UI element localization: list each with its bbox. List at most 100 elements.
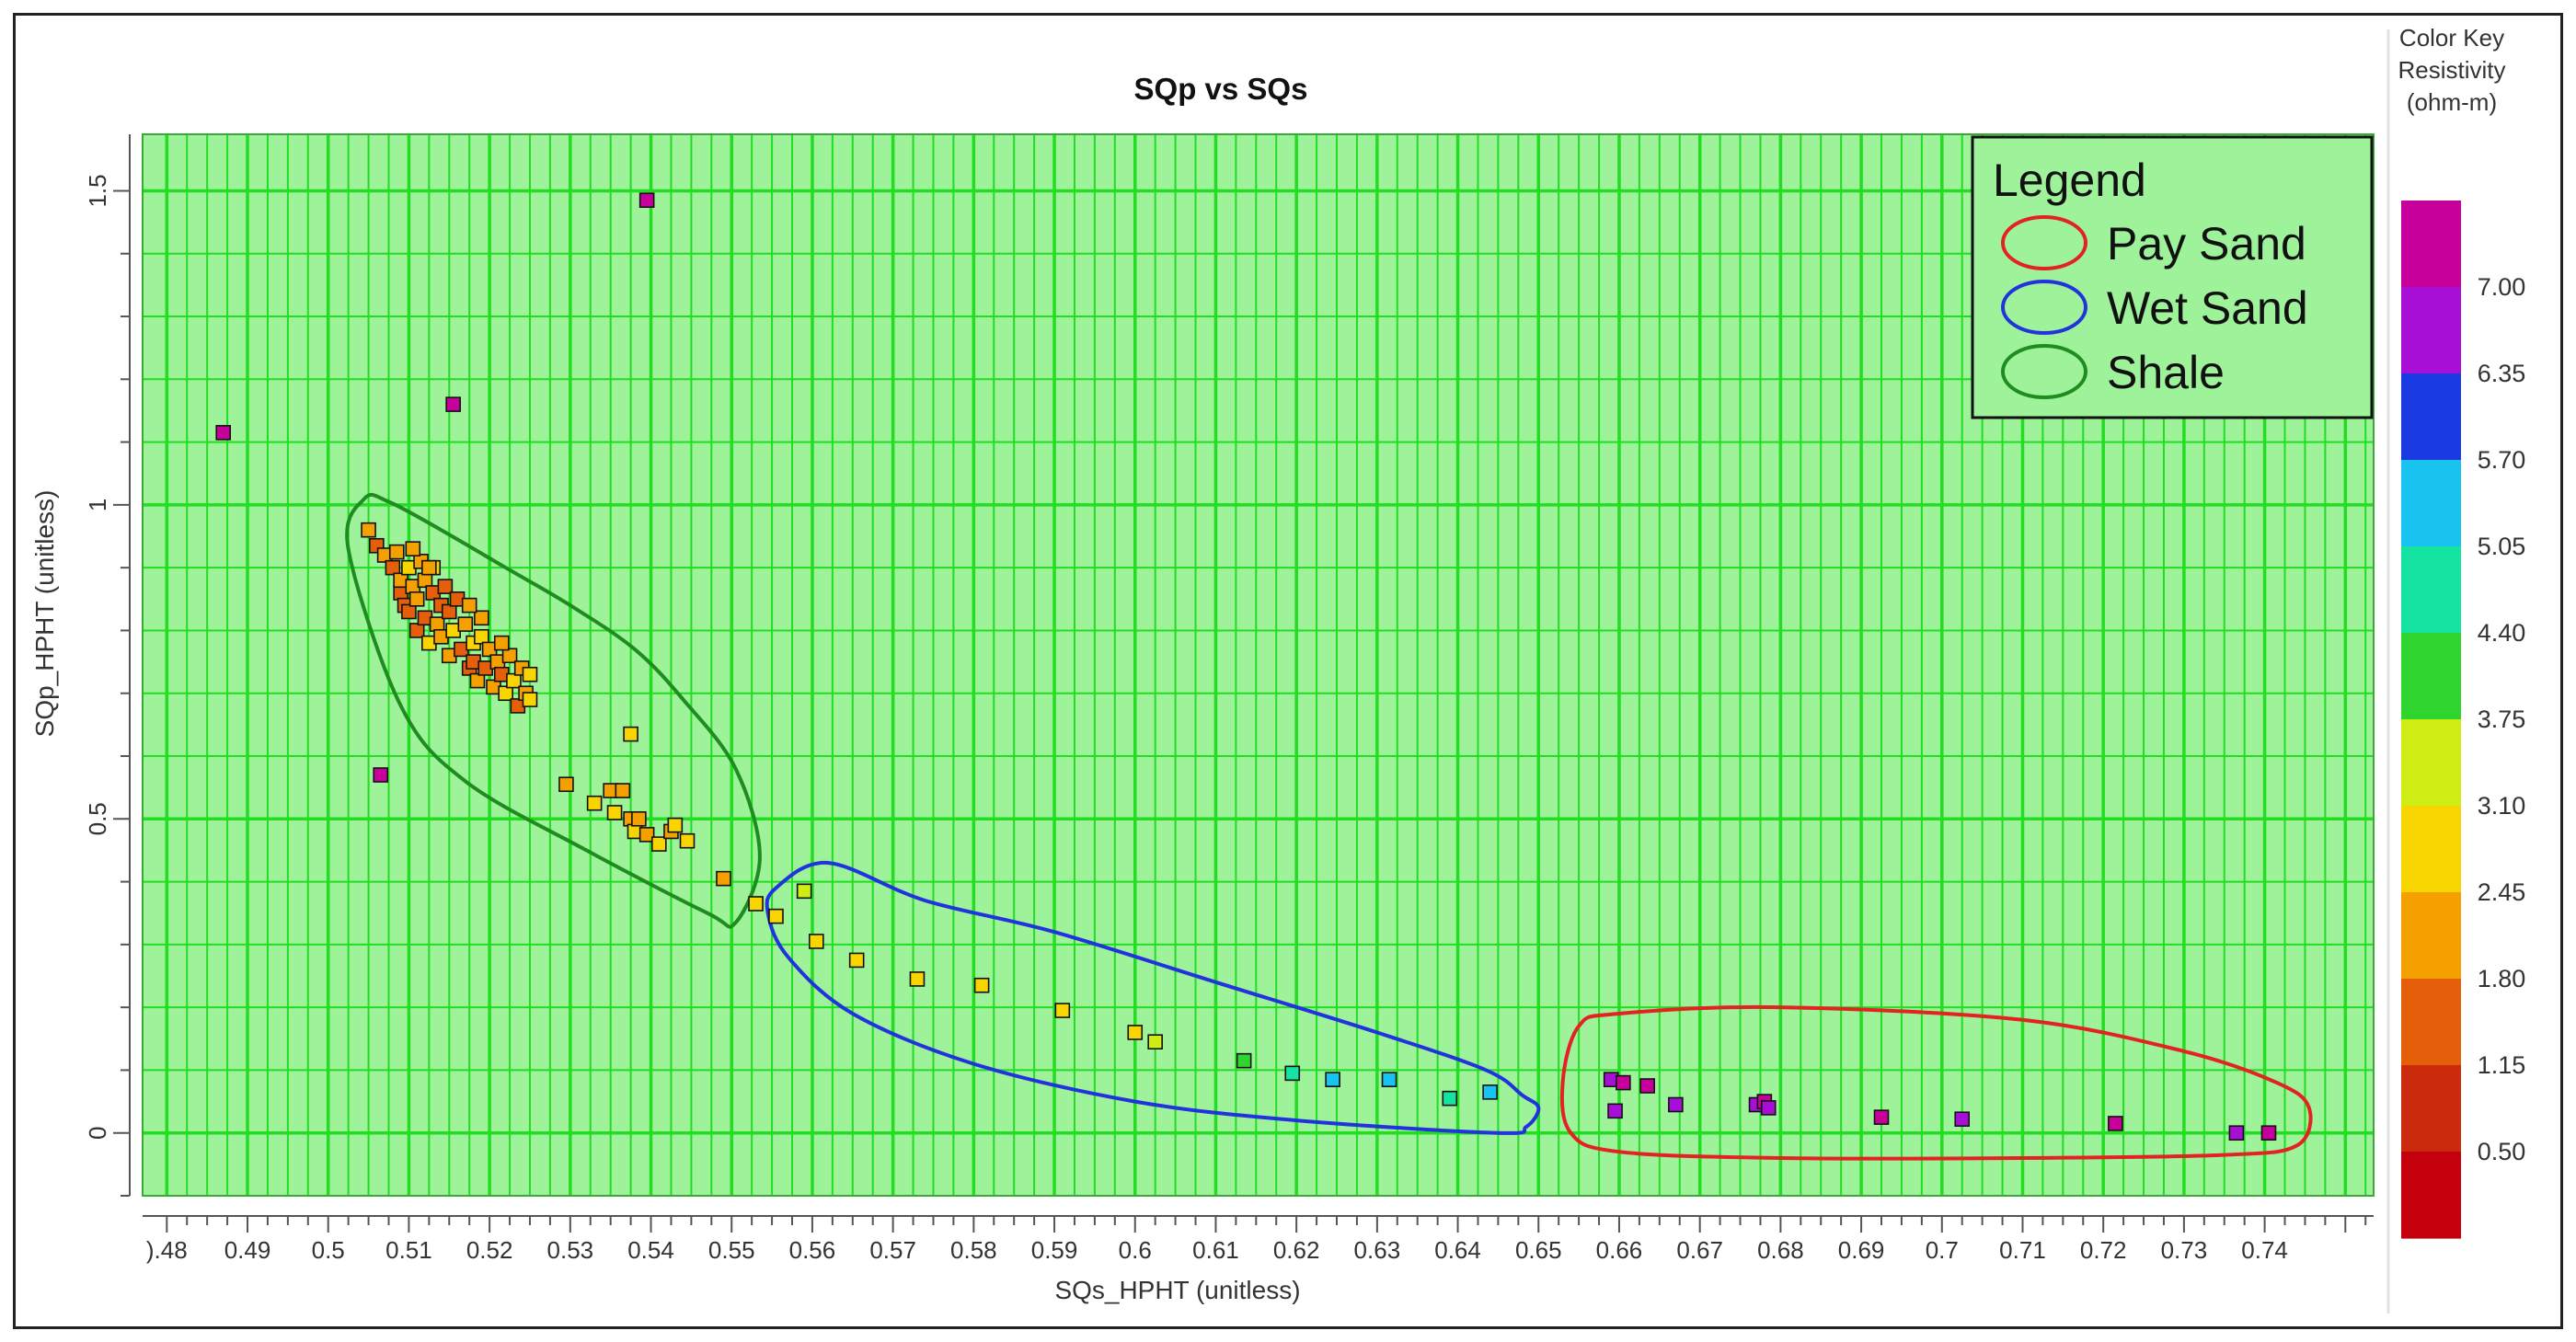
data-point bbox=[429, 616, 445, 632]
y-tick-label: 0 bbox=[84, 1126, 111, 1139]
data-point bbox=[385, 559, 401, 576]
color-key-swatch bbox=[2401, 1065, 2461, 1153]
color-key-labels: 7.00 6.35 5.70 5.05 4.40 3.75 3.10 2.45 1.80 1.15… bbox=[2478, 273, 2526, 1165]
x-tick-label: 0.68 bbox=[1757, 1236, 1804, 1264]
data-point bbox=[1054, 1003, 1071, 1018]
legend-wet-sand-label: Wet Sand bbox=[2107, 282, 2308, 334]
data-point bbox=[215, 425, 232, 441]
data-point bbox=[461, 597, 477, 614]
color-key-swatch bbox=[2401, 892, 2461, 980]
classification-regions bbox=[345, 492, 2313, 1161]
data-point bbox=[1607, 1103, 1623, 1119]
data-point bbox=[1442, 1090, 1458, 1107]
data-point bbox=[1760, 1100, 1777, 1116]
color-key-swatches bbox=[2401, 201, 2461, 1239]
data-point bbox=[401, 603, 417, 620]
legend-box bbox=[1971, 135, 2374, 419]
data-point bbox=[2260, 1125, 2277, 1141]
x-tick-label: 0.6 bbox=[1119, 1236, 1152, 1264]
x-tick-label: 0.59 bbox=[1031, 1236, 1078, 1264]
data-point bbox=[631, 810, 647, 827]
color-key-label: 0.50 bbox=[2478, 1138, 2526, 1165]
data-point bbox=[716, 870, 731, 887]
color-key-label: 1.15 bbox=[2478, 1051, 2526, 1079]
data-point bbox=[506, 672, 522, 689]
data-point bbox=[748, 896, 764, 912]
data-point bbox=[638, 827, 655, 843]
data-point bbox=[1616, 1074, 1631, 1091]
y-tick-label: 0.5 bbox=[84, 802, 111, 835]
color-key-label: 5.05 bbox=[2478, 533, 2526, 560]
color-key-swatch bbox=[2401, 546, 2461, 634]
data-point bbox=[373, 767, 389, 783]
x-axis-label: SQs_HPHT (unitless) bbox=[1054, 1276, 1300, 1304]
data-point bbox=[437, 579, 454, 594]
color-key-label: 3.75 bbox=[2478, 705, 2526, 733]
color-key-label: 1.80 bbox=[2478, 965, 2526, 992]
x-tick-label: 0.7 bbox=[1926, 1236, 1959, 1264]
color-key-label: 7.00 bbox=[2478, 273, 2526, 301]
data-point bbox=[667, 817, 684, 833]
color-key-label: 4.40 bbox=[2478, 619, 2526, 647]
y-axis-label: SQp_HPHT (unitless) bbox=[30, 490, 59, 738]
data-point bbox=[388, 544, 405, 560]
region-shale bbox=[345, 492, 762, 929]
data-point bbox=[2228, 1125, 2245, 1141]
color-key-title-3: (ohm-m) bbox=[2407, 88, 2497, 116]
data-point bbox=[1127, 1025, 1144, 1040]
x-tick-label: 0.51 bbox=[385, 1236, 432, 1264]
color-key-swatch bbox=[2401, 1152, 2461, 1239]
x-tick-label: 0.69 bbox=[1838, 1236, 1885, 1264]
x-tick-label: 0.54 bbox=[627, 1236, 674, 1264]
x-tick-label: 0.56 bbox=[789, 1236, 836, 1264]
x-tick-label: 0.64 bbox=[1434, 1236, 1481, 1264]
data-point bbox=[405, 541, 421, 556]
data-point bbox=[421, 559, 437, 576]
x-tick-label: 0.63 bbox=[1354, 1236, 1401, 1264]
data-point bbox=[469, 672, 486, 689]
color-key-swatch bbox=[2401, 979, 2461, 1066]
data-point bbox=[1954, 1111, 1971, 1127]
region-wet-sand bbox=[765, 861, 1541, 1135]
data-point bbox=[417, 572, 433, 589]
x-tick-label: 0.72 bbox=[2080, 1236, 2127, 1264]
data-point bbox=[408, 591, 425, 607]
color-key-swatch bbox=[2401, 806, 2461, 893]
data-point bbox=[1284, 1065, 1301, 1082]
color-key-label: 2.45 bbox=[2478, 878, 2526, 906]
y-tick-label: 1 bbox=[84, 499, 111, 511]
x-tick-label: 0.67 bbox=[1676, 1236, 1723, 1264]
color-key: Color Key Resistivity (ohm-m) 7.00 6.35 5.… bbox=[2386, 24, 2526, 1313]
x-tick-label: 0.49 bbox=[224, 1236, 271, 1264]
data-point bbox=[441, 603, 457, 620]
x-tick-label: 0.74 bbox=[2241, 1236, 2288, 1264]
x-tick-label: 0.58 bbox=[950, 1236, 997, 1264]
color-key-swatch bbox=[2401, 201, 2461, 288]
data-point bbox=[445, 396, 461, 412]
x-tick-label: 0.71 bbox=[1999, 1236, 2046, 1264]
color-key-swatch bbox=[2401, 373, 2461, 461]
data-point bbox=[1482, 1084, 1498, 1100]
color-key-label: 3.10 bbox=[2478, 792, 2526, 820]
data-point bbox=[768, 908, 784, 924]
data-point bbox=[1668, 1096, 1684, 1113]
data-point bbox=[638, 192, 655, 208]
legend: Legend Pay Sand Wet Sand Shale bbox=[1971, 135, 2374, 419]
x-tick-label: 0.57 bbox=[869, 1236, 916, 1264]
data-point bbox=[501, 648, 518, 664]
legend-wet-sand-swatch bbox=[2001, 280, 2087, 335]
data-point bbox=[1639, 1078, 1655, 1094]
data-point bbox=[1381, 1072, 1397, 1087]
data-point bbox=[1325, 1072, 1340, 1087]
data-point bbox=[623, 726, 638, 742]
data-point bbox=[1236, 1052, 1252, 1069]
legend-pay-sand-label: Pay Sand bbox=[2107, 218, 2306, 270]
data-point bbox=[558, 776, 574, 793]
color-key-swatch bbox=[2401, 460, 2461, 547]
x-tick-label: 0.52 bbox=[466, 1236, 513, 1264]
data-points bbox=[215, 192, 2277, 1141]
color-key-swatch bbox=[2401, 287, 2461, 374]
data-point bbox=[522, 692, 538, 707]
y-tick-label: 1.5 bbox=[84, 174, 111, 207]
